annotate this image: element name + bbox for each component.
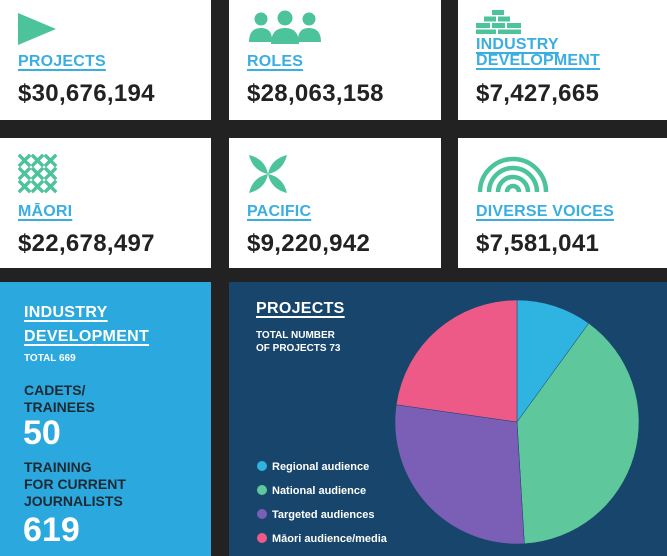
rainbow-icon [477,156,549,192]
projects-amount: $30,676,194 [18,80,155,107]
legend-national-swatch [257,485,267,495]
industry-development-card: INDUSTRY DEVELOPMENT $7,427,665 [458,0,667,120]
maori-amount: $22,678,497 [18,230,155,257]
play-icon [18,13,56,45]
pacific-amount: $9,220,942 [247,230,371,257]
pie-slice-targeted [394,404,525,545]
roles-card: ROLES $28,063,158 [229,0,441,120]
diverse-voices-amount: $7,581,041 [476,230,600,257]
diverse-voices-card: DIVERSE VOICES $7,581,041 [458,138,667,268]
roles-amount: $28,063,158 [247,80,384,107]
industry-development-label[interactable]: INDUSTRY DEVELOPMENT [476,36,600,69]
roles-label[interactable]: ROLES [247,53,304,70]
pacific-label[interactable]: PACIFIC [247,203,312,220]
pie-slice-maori [395,299,518,423]
industry-development-panel: INDUSTRY DEVELOPMENT TOTAL 669 CADETS/ T… [0,282,211,556]
legend-targeted-swatch [257,509,267,519]
projects-label[interactable]: PROJECTS [18,53,106,70]
legend-maori: Māori audience/media [257,533,387,545]
industry-development-amount: $7,427,665 [476,80,600,107]
industry-total: TOTAL 669 [24,353,76,364]
cadets-value: 50 [23,414,61,452]
bricks-icon [476,10,521,34]
leaf-star-icon [249,155,287,193]
cross-pattern-icon [18,154,58,194]
pacific-card: PACIFIC $9,220,942 [229,138,441,268]
people-icon [249,10,321,44]
legend-maori-swatch [257,533,267,543]
industry-panel-title: INDUSTRY DEVELOPMENT [24,304,150,345]
projects-card: PROJECTS $30,676,194 [0,0,211,120]
legend-regional-swatch [257,461,267,471]
pie-slice-national [516,322,640,545]
chart-subtitle: TOTAL NUMBER OF PROJECTS 73 [256,330,341,354]
pie-slice-regional [516,299,590,423]
projects-chart-panel: PROJECTS TOTAL NUMBER OF PROJECTS 73 Reg… [229,282,667,556]
chart-title: PROJECTS [256,300,345,317]
legend-targeted: Targeted audiences [257,509,375,521]
maori-card: MĀORI $22,678,497 [0,138,211,268]
diverse-voices-label[interactable]: DIVERSE VOICES [476,203,614,220]
legend-regional: Regional audience [257,461,369,473]
legend-national: National audience [257,485,366,497]
training-value: 619 [23,511,80,549]
projects-pie-chart [394,299,640,545]
cadets-label: CADETS/ TRAINEES [24,382,95,415]
training-label: TRAINING FOR CURRENT JOURNALISTS [24,459,126,509]
maori-label[interactable]: MĀORI [18,203,73,220]
